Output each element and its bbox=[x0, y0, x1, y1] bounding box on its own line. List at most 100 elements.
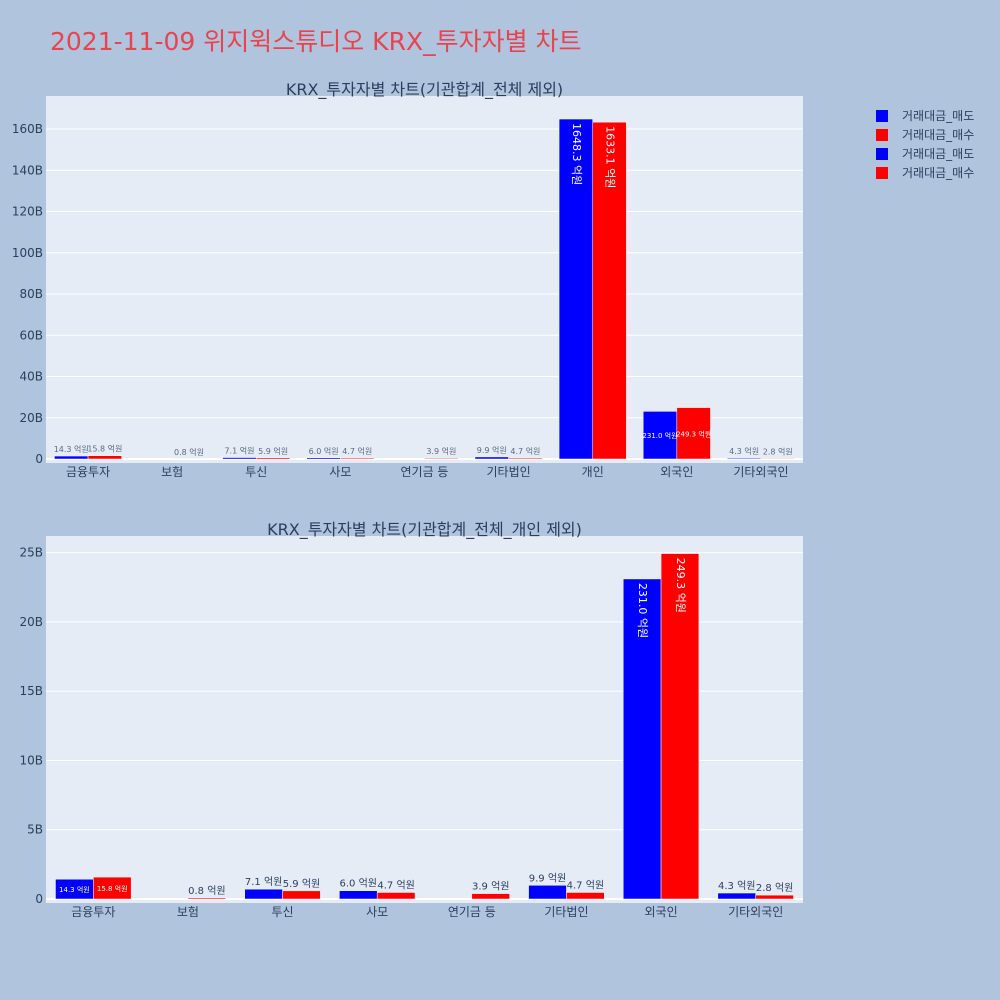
data-label: 5.9 억원 bbox=[258, 446, 288, 456]
x-tick-label: 연기금 등 bbox=[448, 905, 496, 919]
data-label: 231.0 억원 bbox=[642, 431, 677, 440]
data-label: 7.1 억원 bbox=[245, 876, 282, 888]
data-label: 5.9 억원 bbox=[283, 878, 320, 890]
x-tick-label: 기타외국인 bbox=[733, 465, 788, 479]
legend-label: 거래대금_매수 bbox=[902, 128, 975, 142]
bar bbox=[592, 121, 627, 460]
data-label: 2.8 억원 bbox=[763, 446, 793, 456]
bar bbox=[508, 457, 543, 460]
y-tick-label: 5B bbox=[27, 823, 43, 837]
legend-swatch-buy bbox=[876, 166, 888, 179]
x-tick-label: 외국인 bbox=[660, 465, 693, 479]
chart-title: KRX_투자자별 차트(기관합계_전체_개인 제외) bbox=[267, 520, 582, 540]
data-label: 9.9 억원 bbox=[529, 872, 566, 884]
y-tick-label: 160B bbox=[12, 122, 43, 136]
y-tick-label: 40B bbox=[19, 370, 43, 384]
legend-swatch-buy bbox=[876, 128, 888, 141]
x-tick-label: 기타외국인 bbox=[728, 905, 783, 919]
bar bbox=[376, 892, 416, 900]
data-label: 14.3 억원 bbox=[59, 885, 90, 894]
bar bbox=[93, 876, 132, 900]
data-label: 1633.1 억원 bbox=[604, 126, 617, 188]
bar bbox=[424, 457, 459, 460]
x-tick-label: 연기금 등 bbox=[401, 465, 449, 479]
legend-label: 거래대금_매수 bbox=[902, 166, 975, 180]
x-tick-label: 보험 bbox=[161, 465, 183, 479]
plot-area bbox=[46, 96, 803, 463]
bar bbox=[528, 885, 567, 900]
y-tick-label: 20B bbox=[19, 615, 43, 629]
x-tick-label: 금융투자 bbox=[66, 465, 110, 479]
bar bbox=[87, 455, 122, 460]
y-tick-label: 20B bbox=[19, 411, 43, 425]
data-label: 231.0 억원 bbox=[636, 583, 649, 638]
data-label: 3.9 억원 bbox=[426, 446, 456, 456]
bar bbox=[566, 892, 605, 900]
data-label: 15.8 억원 bbox=[87, 444, 122, 454]
bar bbox=[187, 897, 227, 900]
x-tick-label: 금융투자 bbox=[71, 905, 115, 919]
data-label: 6.0 억원 bbox=[309, 446, 339, 456]
y-tick-label: 25B bbox=[19, 546, 43, 560]
bar bbox=[222, 457, 257, 460]
chart-title: KRX_투자자별 차트(기관합계_전체 제외) bbox=[286, 80, 563, 100]
chart-1: 0 20B 40B 60B 80B 100B 120B 140B 160B KRX_투자자별 차트… bbox=[12, 80, 803, 479]
data-label: 249.3 억원 bbox=[674, 558, 687, 613]
data-label: 2.8 억원 bbox=[756, 882, 793, 894]
x-tick-label: 투신 bbox=[272, 905, 294, 919]
x-tick-label: 기타법인 bbox=[544, 905, 588, 919]
bar bbox=[676, 407, 711, 460]
x-tick-label: 보험 bbox=[177, 905, 199, 919]
bar bbox=[755, 894, 794, 900]
y-tick-label: 10B bbox=[19, 753, 43, 767]
data-label: 1648.3 억원 bbox=[570, 123, 583, 185]
bar bbox=[622, 578, 662, 900]
data-label: 4.7 억원 bbox=[567, 879, 604, 891]
bar bbox=[282, 890, 321, 900]
data-label: 9.9 억원 bbox=[477, 445, 507, 455]
data-label: 4.3 억원 bbox=[729, 446, 759, 456]
chart-2: 0 5B 10B 15B 20B 25B KRX_투자자별 차트(기관합계_전체_개인 제외… bbox=[19, 520, 803, 919]
bar bbox=[642, 411, 678, 460]
legend-swatch-sell bbox=[876, 147, 888, 160]
data-label: 4.7 억원 bbox=[342, 446, 372, 456]
data-label: 15.8 억원 bbox=[97, 884, 128, 893]
page-title: 2021-11-09 위지윅스튜디오 KRX_투자자별 차트 bbox=[50, 27, 582, 56]
y-tick-label: 60B bbox=[19, 328, 43, 342]
x-tick-label: 개인 bbox=[582, 465, 604, 479]
x-tick-label: 사모 bbox=[329, 465, 351, 479]
legend-item[interactable]: 거래대금_매수 bbox=[876, 125, 974, 144]
x-tick-label: 사모 bbox=[366, 905, 388, 919]
bar bbox=[760, 458, 795, 460]
bar bbox=[660, 553, 700, 900]
y-tick-label: 100B bbox=[12, 246, 43, 260]
y-tick-label: 0 bbox=[35, 452, 43, 466]
data-label: 3.9 억원 bbox=[472, 881, 509, 893]
y-tick-label: 0 bbox=[35, 892, 43, 906]
bar bbox=[474, 456, 509, 460]
data-label: 7.1 억원 bbox=[224, 446, 254, 456]
bar bbox=[340, 457, 375, 460]
data-label: 4.3 억원 bbox=[718, 880, 755, 892]
legend-item[interactable]: 거래대금_매도 bbox=[876, 144, 974, 163]
legend-swatch-sell bbox=[876, 109, 888, 122]
legend-item[interactable]: 거래대금_매도 bbox=[876, 106, 974, 125]
legend-label: 거래대금_매도 bbox=[902, 109, 975, 123]
bar bbox=[558, 118, 593, 460]
data-label: 0.8 억원 bbox=[188, 885, 225, 897]
data-label: 4.7 억원 bbox=[510, 446, 540, 456]
y-tick-label: 15B bbox=[19, 684, 43, 698]
bar bbox=[717, 892, 756, 900]
y-tick-label: 120B bbox=[12, 205, 43, 219]
bar bbox=[244, 888, 283, 900]
data-label: 6.0 억원 bbox=[340, 878, 377, 890]
legend-item[interactable]: 거래대금_매수 bbox=[876, 163, 974, 182]
y-tick-label: 140B bbox=[12, 163, 43, 177]
legend: 거래대금_매도 거래대금_매수 거래대금_매도 거래대금_매수 bbox=[876, 106, 974, 182]
data-label: 4.7 억원 bbox=[377, 879, 414, 891]
y-tick-label: 80B bbox=[19, 287, 43, 301]
legend-label: 거래대금_매도 bbox=[902, 147, 975, 161]
x-tick-label: 투신 bbox=[245, 465, 267, 479]
data-label: 0.8 억원 bbox=[174, 447, 204, 457]
